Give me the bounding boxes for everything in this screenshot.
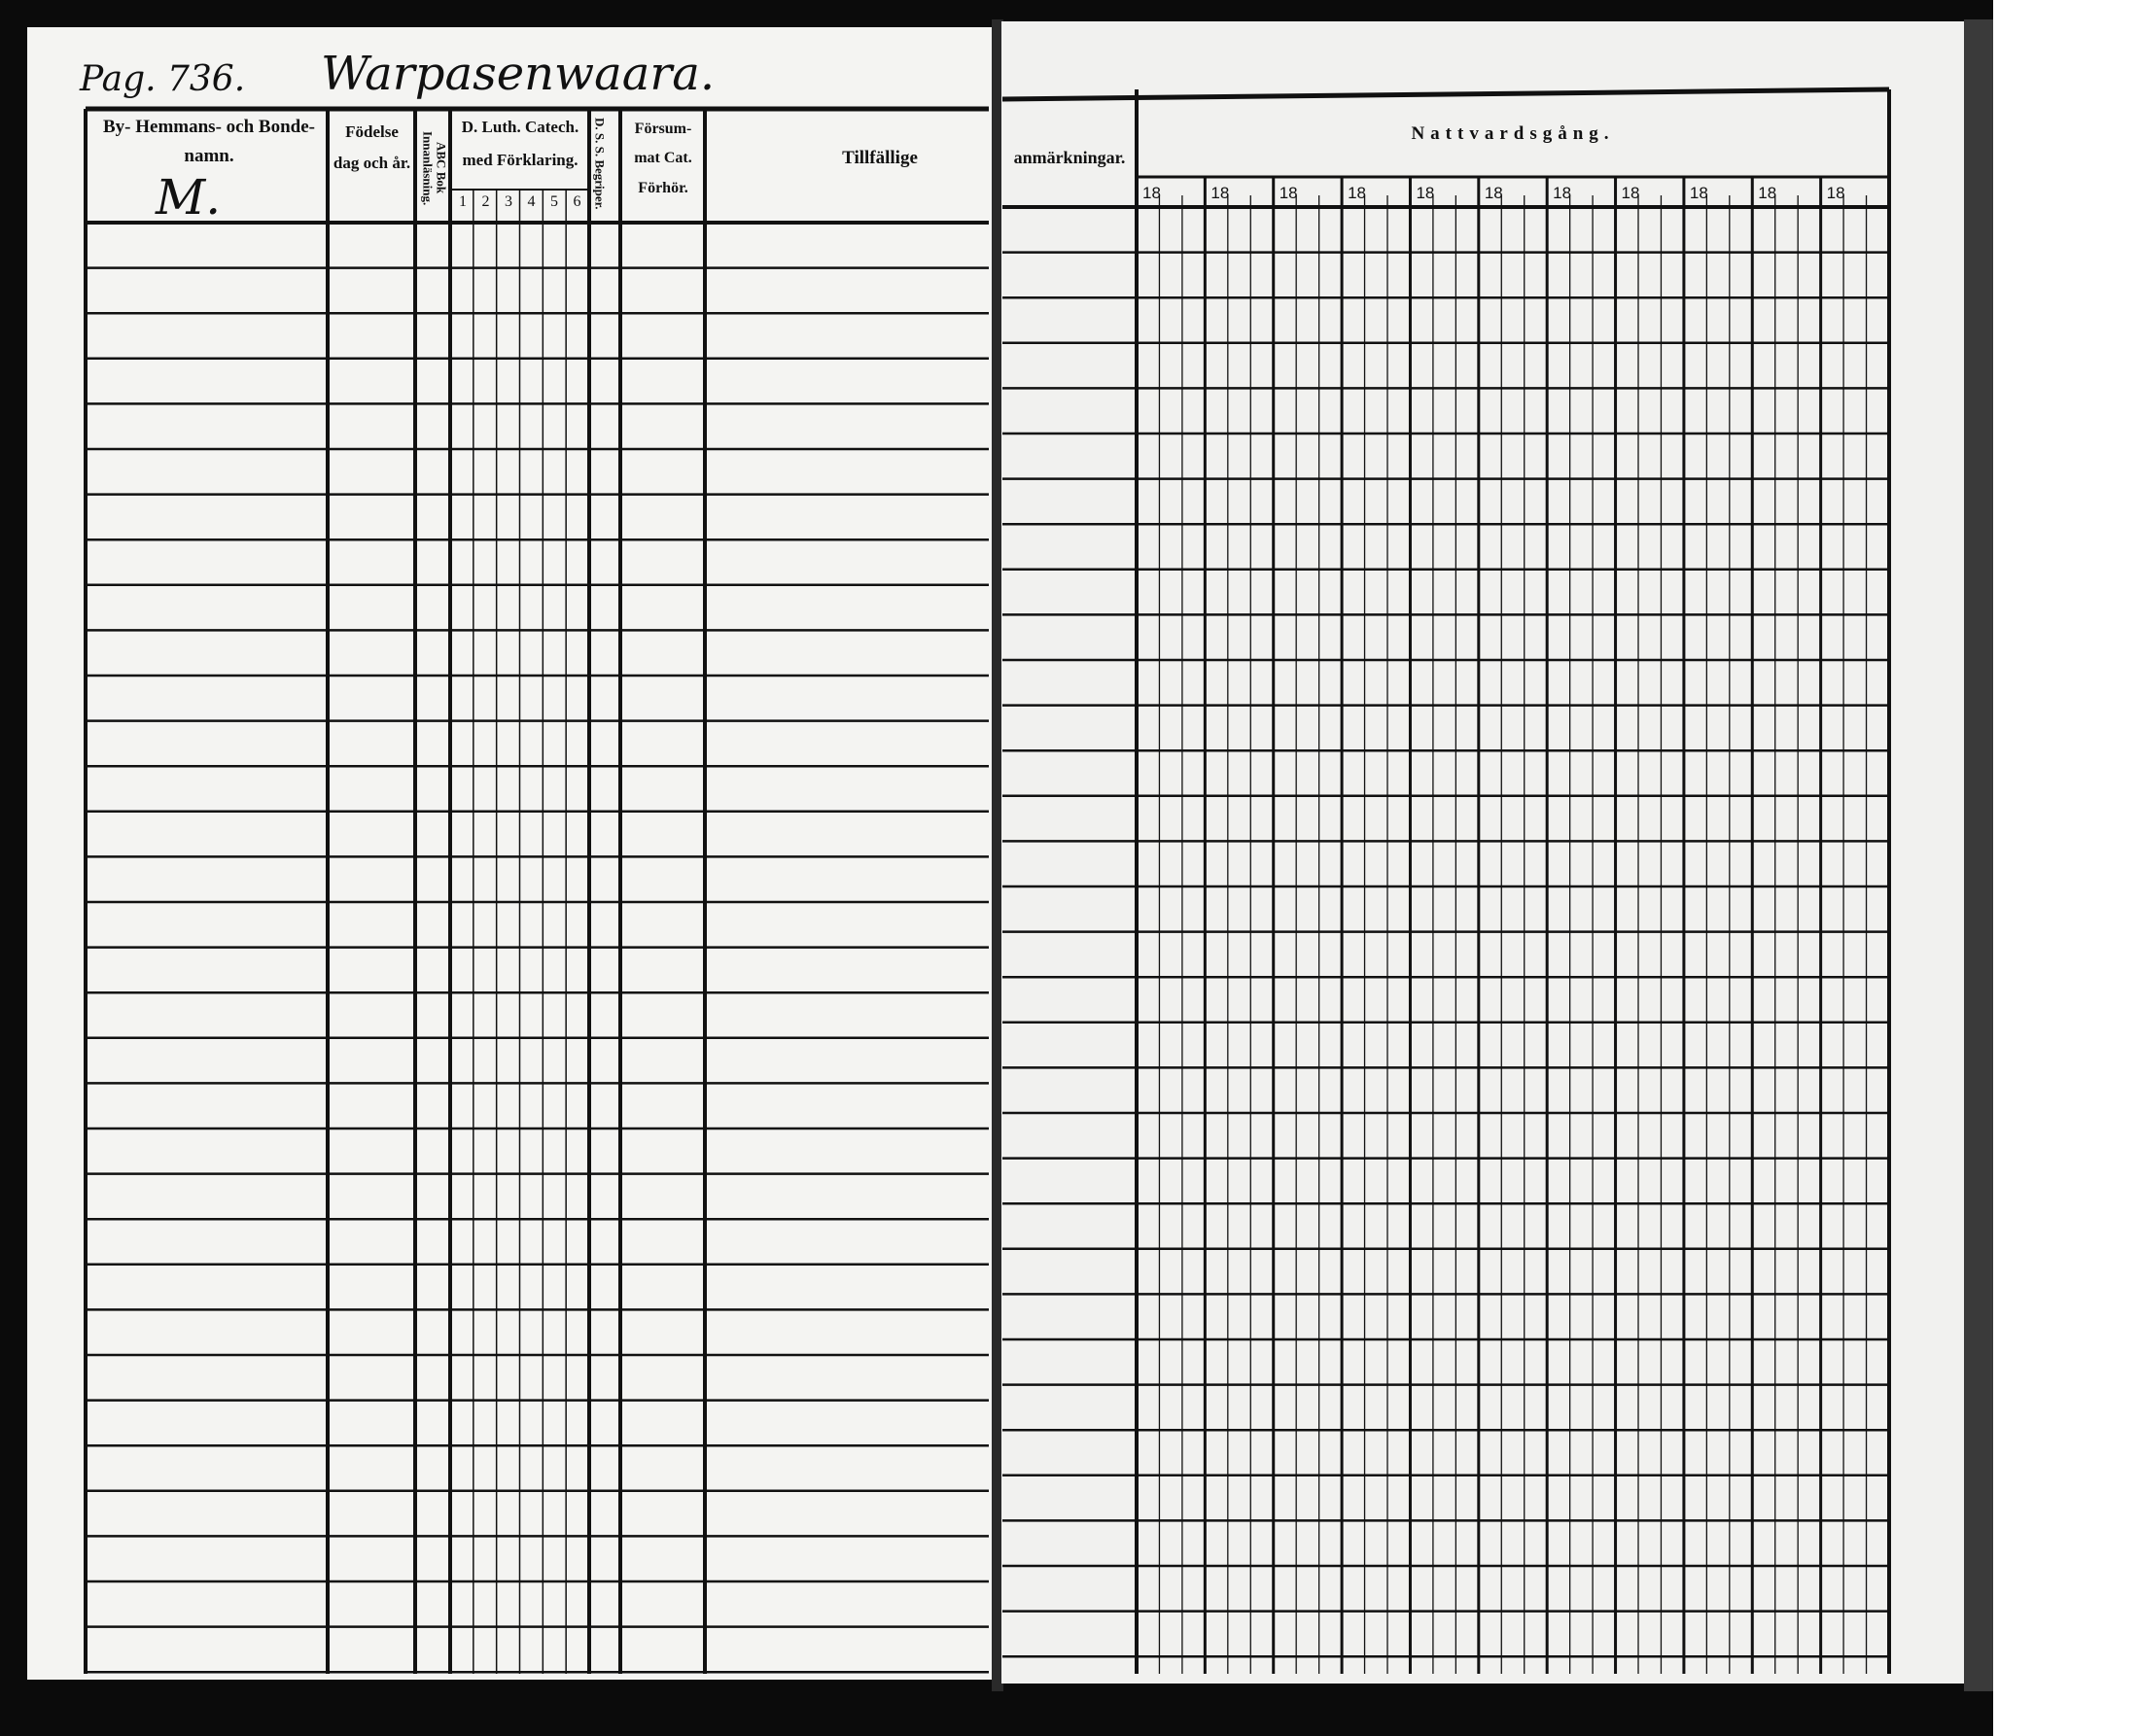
book-edge	[1964, 19, 1993, 1691]
year-prefix-label: 18	[1826, 184, 1845, 202]
catechism-part-number: 4	[527, 193, 536, 210]
header-catechism-column: D. Luth. Catech. med Förklaring.	[461, 118, 579, 169]
catechism-part-number: 1	[459, 193, 467, 210]
header-remarks-right: anmärkningar.	[1013, 148, 1126, 167]
year-prefix-label: 18	[1142, 184, 1161, 202]
header-ds-column: D. S. S. Begriper.	[592, 117, 608, 210]
catechism-part-number: 3	[505, 193, 512, 210]
year-prefix-label: 18	[1484, 184, 1503, 202]
year-prefix-label: 18	[1416, 184, 1435, 202]
page-number-handwritten: Pag. 736.	[80, 59, 246, 99]
year-prefix-label: 18	[1348, 184, 1366, 202]
header-abc-column: ABC Bok Innanläsning.	[420, 130, 449, 206]
scan-margin	[1993, 0, 2139, 1736]
header-birth-column: Födelse dag och år.	[333, 122, 411, 173]
year-prefix-label: 18	[1210, 184, 1230, 202]
year-prefix-label: 18	[1758, 184, 1777, 202]
header-name-column: By- Hemmans- och Bonde-namn.	[103, 117, 315, 167]
header-communion: Nattvardsgång.	[1411, 123, 1615, 144]
catechism-part-number: 5	[550, 193, 558, 210]
year-prefix-label: 18	[1553, 184, 1572, 202]
catechism-part-number: 6	[573, 193, 581, 210]
header-missed-column: Försum- mat Cat. Förhör.	[634, 121, 692, 196]
place-name-handwritten: Warpasenwaara.	[321, 47, 716, 101]
year-prefix-label: 18	[1689, 184, 1708, 202]
header-top-rule	[1001, 87, 1890, 102]
book-gutter	[992, 19, 1003, 1691]
catechism-part-number: 2	[481, 193, 490, 210]
year-prefix-label: 18	[1279, 184, 1298, 202]
year-prefix-label: 18	[1621, 184, 1640, 202]
left-page	[27, 27, 992, 1680]
header-remarks-left: Tillfällige	[842, 148, 918, 168]
letter-mark-handwritten: M.	[156, 169, 222, 226]
